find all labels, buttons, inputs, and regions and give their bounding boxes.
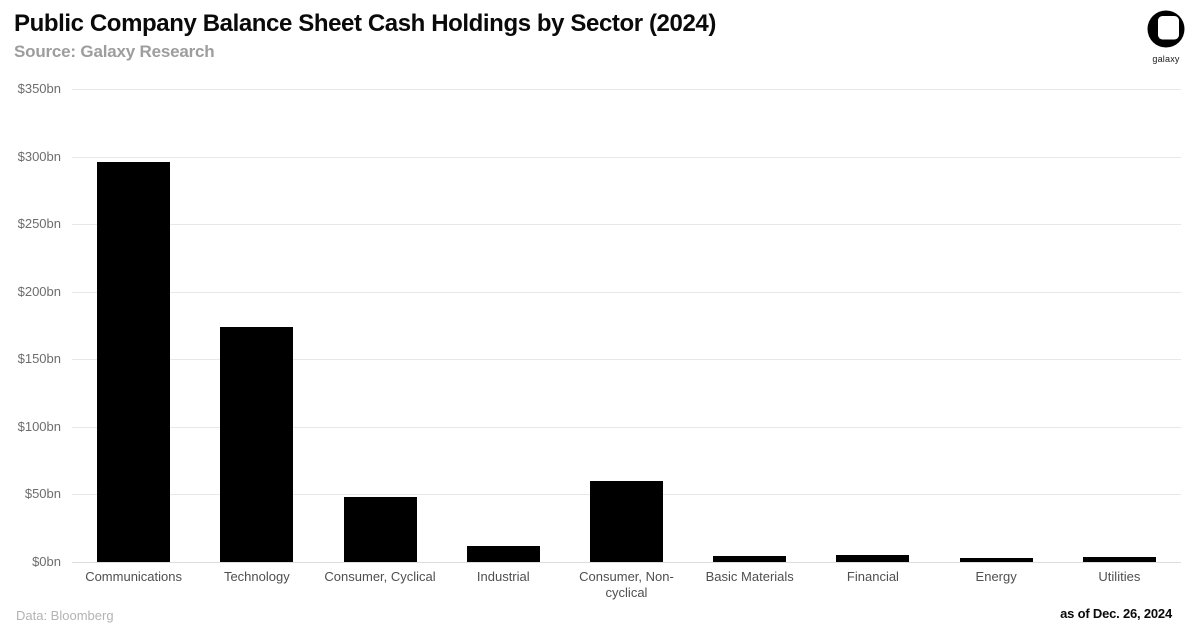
bar-technology [220, 326, 294, 562]
x-tick-label: Technology [223, 569, 290, 584]
galaxy-logo-icon [1147, 10, 1185, 48]
gridline [72, 359, 1181, 361]
gridline [72, 89, 1181, 90]
bar-chart-plot-area: Communications Technology Consumer, Cyclic… [72, 89, 1181, 600]
y-tick-label: $350bn [17, 81, 61, 96]
y-tick-label: $300bn [17, 148, 61, 164]
gridline [72, 156, 1181, 158]
chart-title: Public Company Balance Sheet Cash Holdin… [14, 10, 716, 37]
bar-utilities [1082, 556, 1156, 562]
gridline [72, 224, 1181, 226]
x-tick-label: Financial [846, 569, 899, 584]
y-tick-label: $200bn [17, 283, 61, 299]
bar-financial [836, 555, 910, 562]
as-of-date: as of Dec. 26, 2024 [1060, 606, 1172, 621]
bar-energy [959, 557, 1033, 562]
x-tick-label: Energy [975, 569, 1017, 584]
x-tick-label: Consumer, Cyclical [324, 569, 436, 584]
y-tick-label: $100bn [17, 418, 61, 434]
chart-subtitle: Source: Galaxy Research [14, 41, 215, 61]
bar-industrial [466, 545, 540, 562]
x-axis-line [72, 562, 1181, 563]
chart-header: Public Company Balance Sheet Cash Holdin… [14, 10, 716, 62]
x-tick-label: Consumer, Non-cyclical [579, 569, 674, 600]
x-tick-label: Utilities [1098, 569, 1141, 584]
y-tick-label: $250bn [17, 216, 61, 232]
y-tick-label: $50bn [24, 486, 61, 502]
data-attribution: Data: Bloomberg [16, 608, 114, 623]
bar-consumer-non-cyclical [590, 480, 663, 562]
galaxy-logo-label: galaxy [1152, 54, 1180, 64]
x-tick-label: Communications [85, 569, 183, 584]
galaxy-logo: galaxy [1145, 10, 1187, 64]
bar-communications [97, 161, 171, 562]
gridline [72, 426, 1181, 428]
y-tick-label: $0bn [32, 554, 61, 569]
gridline [72, 291, 1181, 293]
bar-basic-materials [713, 555, 787, 562]
x-tick-label: Basic Materials [705, 569, 794, 584]
y-tick-label: $150bn [17, 351, 61, 367]
bar-consumer-cyclical [343, 497, 417, 562]
x-tick-label: Industrial [476, 569, 530, 584]
